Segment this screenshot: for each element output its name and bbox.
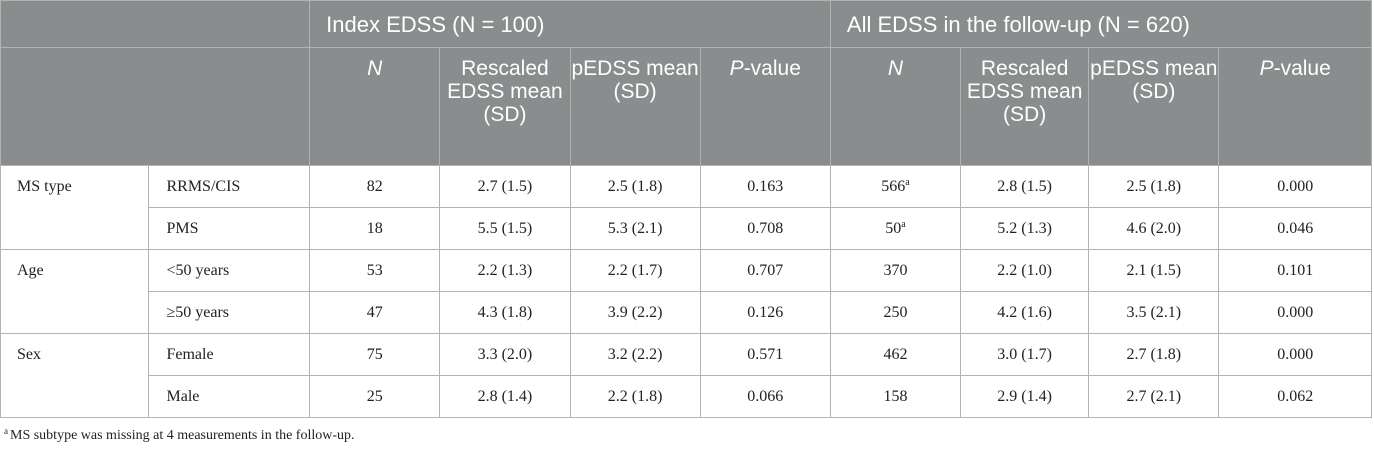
- cell-rescaled-followup: 2.2 (1.0): [960, 249, 1090, 292]
- cell-pvalue-followup: 0.101: [1218, 249, 1372, 292]
- cell-pvalue-followup: 0.062: [1218, 375, 1372, 418]
- row-subgroup-label: Male: [148, 375, 311, 418]
- table-row: Sex Female 75 3.3 (2.0) 3.2 (2.2) 0.571 462 3.0…: [0, 333, 1372, 418]
- cell-n-followup: 462: [829, 333, 962, 376]
- cell-pedss-index: 2.5 (1.8): [569, 165, 701, 208]
- row-group-label: MS type: [0, 165, 150, 250]
- cell-rescaled-followup: 4.2 (1.6): [960, 291, 1090, 334]
- cell-n-followup-value: 370: [883, 261, 908, 279]
- col-pedss-followup: pEDSS mean (SD): [1088, 47, 1220, 166]
- cell-n-followup: 370: [829, 249, 962, 292]
- cell-n-index: 75: [309, 333, 441, 376]
- cell-rescaled-index: 4.3 (1.8): [439, 291, 571, 334]
- table-row: PMS 18 5.5 (1.5) 5.3 (2.1) 0.708 50a 5.2 (1.3)…: [1, 207, 1372, 250]
- row-subgroup-label: <50 years: [148, 249, 311, 292]
- cell-rescaled-index: 2.8 (1.4): [439, 375, 571, 418]
- cell-pvalue-index: 0.066: [699, 375, 831, 418]
- cell-rescaled-followup: 2.8 (1.5): [960, 165, 1090, 208]
- cell-n-followup: 50a: [829, 207, 962, 250]
- cell-pedss-index: 3.9 (2.2): [569, 291, 701, 334]
- header-blank-cell-2: [0, 47, 311, 166]
- cell-n-index: 47: [309, 291, 441, 334]
- cell-pedss-followup: 2.5 (1.8): [1088, 165, 1220, 208]
- row-subgroup-label: RRMS/CIS: [148, 165, 311, 208]
- row-group-label: Age: [0, 249, 150, 334]
- table-row: Male 25 2.8 (1.4) 2.2 (1.8) 0.066 158 2.9 (1.4…: [1, 375, 1372, 418]
- cell-pedss-followup: 2.7 (2.1): [1088, 375, 1220, 418]
- cell-rescaled-index: 2.7 (1.5): [439, 165, 571, 208]
- cell-pedss-followup: 3.5 (2.1): [1088, 291, 1220, 334]
- group-title-followup: All EDSS in the follow-up (N = 620): [829, 0, 1373, 48]
- cell-pvalue-followup: 0.046: [1218, 207, 1372, 250]
- cell-n-followup-value: 50: [885, 219, 902, 237]
- cell-pvalue-index: 0.571: [699, 333, 831, 376]
- cell-n-followup: 250: [829, 291, 962, 334]
- col-pvalue-index: P-value: [699, 47, 831, 166]
- cell-pedss-followup: 2.7 (1.8): [1088, 333, 1220, 376]
- col-pedss-index: pEDSS mean (SD): [569, 47, 701, 166]
- cell-pvalue-index: 0.163: [699, 165, 831, 208]
- cell-n-index: 53: [309, 249, 441, 292]
- row-subgroup-label: ≥50 years: [148, 291, 311, 334]
- header-row-groups: Index EDSS (N = 100) All EDSS in the fol…: [0, 0, 1373, 48]
- col-rescaled-index: Rescaled EDSS mean (SD): [439, 47, 571, 166]
- cell-pvalue-followup: 0.000: [1218, 291, 1372, 334]
- cell-pedss-index: 3.2 (2.2): [569, 333, 701, 376]
- table-body: MS type RRMS/CIS 82 2.7 (1.5) 2.5 (1.8) 0.163…: [0, 165, 1372, 418]
- col-rescaled-followup: Rescaled EDSS mean (SD): [960, 47, 1090, 166]
- cell-n-followup: 566a: [829, 165, 962, 208]
- footnote-marker: a: [905, 176, 910, 188]
- cell-pedss-followup: 2.1 (1.5): [1088, 249, 1220, 292]
- cell-pvalue-index: 0.707: [699, 249, 831, 292]
- cell-pedss-index: 5.3 (2.1): [569, 207, 701, 250]
- cell-rescaled-followup: 3.0 (1.7): [960, 333, 1090, 376]
- col-n-followup: N: [829, 47, 962, 166]
- cell-pedss-index: 2.2 (1.8): [569, 375, 701, 418]
- cell-pvalue-followup: 0.000: [1218, 333, 1372, 376]
- table-row: MS type RRMS/CIS 82 2.7 (1.5) 2.5 (1.8) 0.163…: [0, 165, 1372, 250]
- table-row: ≥50 years 47 4.3 (1.8) 3.9 (2.2) 0.126 250 4.2…: [1, 291, 1372, 334]
- cell-n-followup-value: 250: [883, 303, 908, 321]
- cell-n-followup: 158: [829, 375, 962, 418]
- row-group-label: Sex: [0, 333, 150, 418]
- cell-rescaled-followup: 5.2 (1.3): [960, 207, 1090, 250]
- cell-rescaled-index: 3.3 (2.0): [439, 333, 571, 376]
- cell-pedss-index: 2.2 (1.7): [569, 249, 701, 292]
- footnote: a MS subtype was missing at 4 measurement…: [4, 426, 355, 444]
- results-table: Index EDSS (N = 100) All EDSS in the fol…: [0, 0, 1373, 418]
- row-subgroup-label: Female: [148, 333, 311, 376]
- cell-n-index: 18: [309, 207, 441, 250]
- group-title-index: Index EDSS (N = 100): [309, 0, 831, 48]
- col-n-index: N: [309, 47, 441, 166]
- row-subgroup-label: PMS: [148, 207, 311, 250]
- cell-n-index: 82: [309, 165, 441, 208]
- cell-pvalue-index: 0.126: [699, 291, 831, 334]
- cell-pvalue-index: 0.708: [699, 207, 831, 250]
- header-row-columns: N Rescaled EDSS mean (SD) pEDSS mean (SD…: [0, 47, 1372, 166]
- cell-rescaled-followup: 2.9 (1.4): [960, 375, 1090, 418]
- cell-rescaled-index: 2.2 (1.3): [439, 249, 571, 292]
- col-pvalue-followup: P-value: [1218, 47, 1372, 166]
- cell-n-followup-value: 566: [881, 177, 906, 195]
- cell-rescaled-index: 5.5 (1.5): [439, 207, 571, 250]
- header-blank-cell: [0, 0, 311, 48]
- cell-pvalue-followup: 0.000: [1218, 165, 1372, 208]
- cell-pedss-followup: 4.6 (2.0): [1088, 207, 1220, 250]
- cell-n-followup-value: 462: [883, 345, 908, 363]
- table-row: Age <50 years 53 2.2 (1.3) 2.2 (1.7) 0.707 370…: [0, 249, 1372, 334]
- footnote-marker: a: [901, 218, 906, 230]
- cell-n-index: 25: [309, 375, 441, 418]
- cell-n-followup-value: 158: [883, 387, 908, 405]
